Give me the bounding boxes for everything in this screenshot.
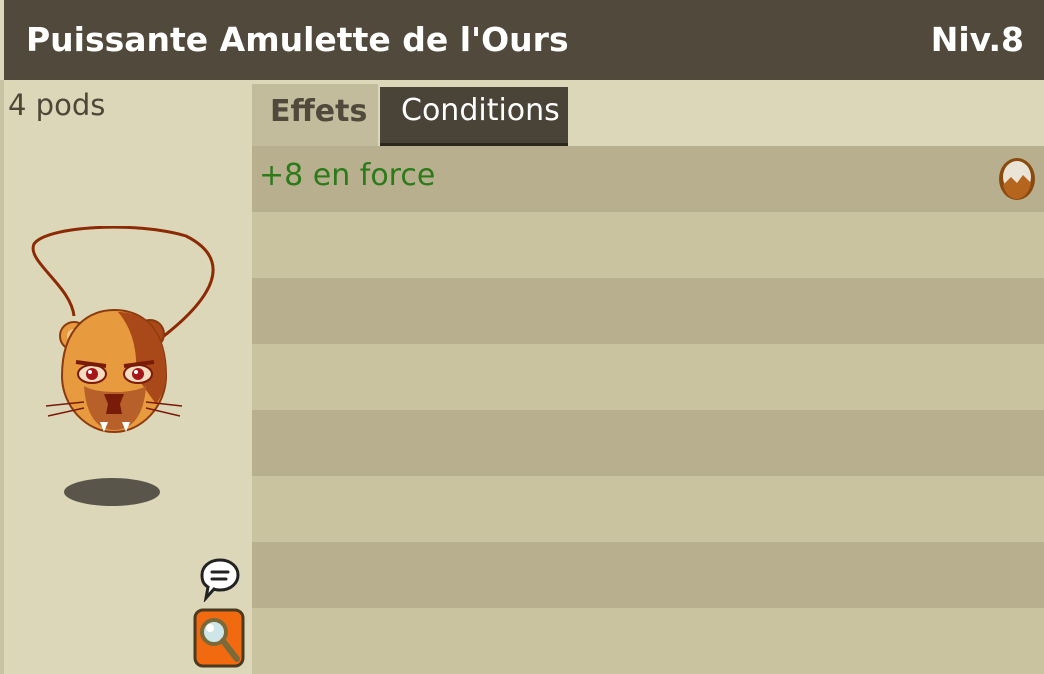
effect-text: +8 en force <box>259 158 436 193</box>
strength-element-icon <box>999 158 1035 200</box>
empty-effect-row <box>252 212 1044 278</box>
item-name: Puissante Amulette de l'Ours <box>26 20 569 59</box>
bear-amulet-image <box>31 226 215 506</box>
tab-bar: Effets Conditions <box>252 80 1044 146</box>
speech-bubble-icon[interactable] <box>198 556 242 602</box>
empty-effect-row <box>252 410 1044 476</box>
title-bar: Puissante Amulette de l'Ours Niv.8 <box>4 0 1044 80</box>
item-preview-panel: 4 pods <box>0 80 252 674</box>
empty-effect-row <box>252 542 1044 608</box>
magnifier-icon[interactable] <box>193 608 245 668</box>
empty-effect-row <box>252 278 1044 344</box>
tab-effets[interactable]: Effets <box>252 84 378 146</box>
empty-effect-row <box>252 344 1044 410</box>
effect-row: +8 en force <box>252 146 1044 212</box>
empty-effect-row <box>252 608 1044 674</box>
item-level: Niv.8 <box>930 20 1024 59</box>
empty-effect-row <box>252 476 1044 542</box>
panel-edge <box>0 80 4 674</box>
item-weight: 4 pods <box>8 88 106 122</box>
effects-list: +8 en force <box>252 146 1044 674</box>
tab-conditions[interactable]: Conditions <box>380 87 568 146</box>
